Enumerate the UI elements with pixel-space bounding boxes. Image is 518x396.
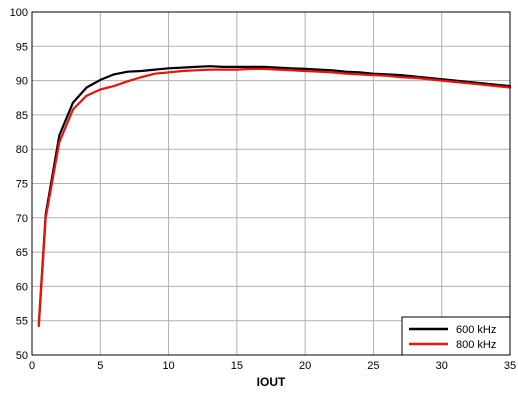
y-tick-label: 65 [16, 247, 28, 259]
y-tick-label: 55 [16, 316, 28, 328]
legend-box [401, 316, 511, 356]
x-axis-title: IOUT [257, 375, 286, 389]
x-tick-label: 35 [504, 360, 516, 372]
grid [32, 12, 510, 355]
legend-label: 600 kHz [456, 324, 496, 336]
x-tick-label: 20 [299, 360, 311, 372]
y-tick-label: 80 [16, 144, 28, 156]
x-tick-label: 0 [29, 360, 35, 372]
y-tick-label: 95 [16, 41, 28, 53]
legend-label: 800 kHz [456, 339, 496, 351]
y-tick-label: 85 [16, 110, 28, 122]
y-tick-label: 75 [16, 179, 28, 191]
tick-labels: 50 55 60 65 70 75 80 85 90 95 100 0 5 10 15 20 25 30 35 [10, 7, 516, 372]
y-tick-label: 90 [16, 76, 28, 88]
plot-frame [31, 11, 511, 356]
y-tick-label: 70 [16, 213, 28, 225]
x-tick-label: 10 [162, 360, 174, 372]
series-layer [37, 65, 512, 328]
x-tick-label: 25 [367, 360, 379, 372]
series-line-2 [37, 67, 512, 328]
y-tick-label: 50 [16, 350, 28, 362]
x-tick-label: 5 [97, 360, 103, 372]
y-tick-label: 100 [10, 7, 28, 19]
series-line-1 [37, 65, 512, 326]
y-tick-label: 60 [16, 281, 28, 293]
x-tick-label: 30 [436, 360, 448, 372]
x-tick-label: 15 [231, 360, 243, 372]
legend: 600 kHz 800 kHz [401, 316, 511, 356]
